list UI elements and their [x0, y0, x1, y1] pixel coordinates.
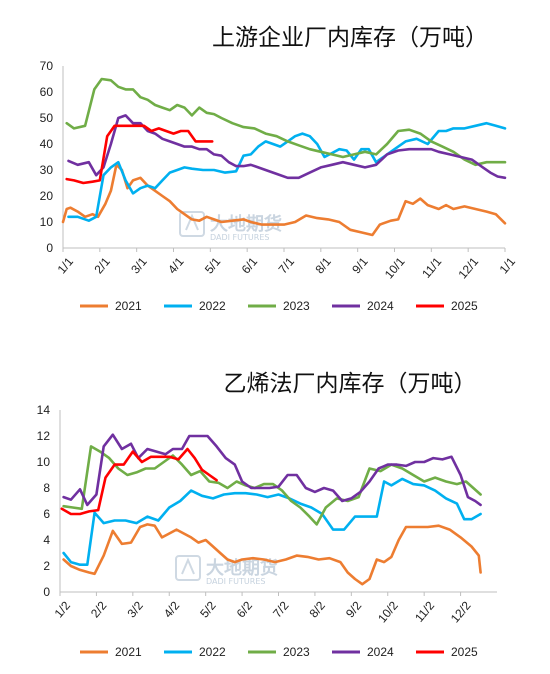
- x-tick-label: 9/1: [349, 254, 371, 276]
- x-tick-label: 10/2: [375, 598, 401, 625]
- watermark: 大地期货 DADI FUTURES: [179, 211, 282, 242]
- legend-label-2024: 2024: [367, 645, 394, 659]
- x-tick-label: 8/2: [307, 598, 329, 620]
- x-tick-label: 12/2: [448, 598, 474, 625]
- series-line-2025: [65, 124, 214, 185]
- x-tick-label: 2/1: [91, 254, 113, 276]
- y-tick-label: 10: [37, 455, 51, 469]
- legend-label-2024: 2024: [367, 299, 394, 313]
- x-tick-label: 6/2: [234, 598, 256, 620]
- y-tick-label: 14: [37, 403, 51, 417]
- series-line-2022: [67, 121, 507, 222]
- watermark: 大地期货 DADI FUTURES: [175, 555, 278, 586]
- y-tick-label: 10: [40, 215, 54, 229]
- x-tick-label: 3/1: [128, 254, 150, 276]
- series-line-2023: [65, 77, 507, 167]
- y-tick-label: 30: [40, 163, 54, 177]
- x-tick-label: 2/2: [88, 598, 110, 620]
- y-tick-label: 6: [43, 507, 50, 521]
- series-line-2024: [67, 114, 507, 180]
- chart-title: 上游企业厂内库存（万吨）: [212, 25, 488, 51]
- legend-label-2022: 2022: [199, 645, 226, 659]
- y-tick-label: 8: [43, 481, 50, 495]
- chart-panel-ethylene: 乙烯法厂内库存（万吨） 大地期货 DADI FUTURES 0 2 4 6 8 10 12 1…: [0, 350, 550, 674]
- x-tick-label: 11/1: [419, 254, 444, 280]
- y-tick-label: 4: [43, 533, 50, 547]
- y-tick-label: 2: [43, 559, 50, 573]
- legend-label-2022: 2022: [199, 299, 226, 313]
- legend-label-2021: 2021: [115, 299, 142, 313]
- x-tick-label: 1/1: [55, 254, 77, 276]
- svg-text:大地期货: 大地期货: [206, 557, 278, 579]
- x-tick-label: 1/1: [497, 254, 519, 276]
- chart-canvas: 大地期货 DADI FUTURES 0 2 4 6 8 10 12 14 1/2 2/2 3/2 4/…: [37, 403, 497, 659]
- legend-label-2025: 2025: [451, 645, 478, 659]
- x-tick-label: 8/1: [312, 254, 334, 276]
- x-tick-label: 9/2: [343, 598, 365, 620]
- x-tick-label: 12/1: [455, 254, 481, 281]
- x-tick-label: 11/2: [412, 598, 437, 624]
- y-tick-label: 0: [43, 585, 50, 599]
- legend-label-2023: 2023: [283, 645, 310, 659]
- x-tick-label: 10/1: [382, 254, 408, 281]
- y-tick-label: 20: [40, 189, 54, 203]
- y-tick-label: 70: [40, 59, 54, 73]
- x-tick-label: 7/1: [276, 254, 298, 276]
- series-line-2021: [62, 523, 482, 586]
- y-tick-label: 0: [46, 241, 53, 255]
- x-tick-label: 6/1: [239, 254, 261, 276]
- y-tick-label: 40: [40, 137, 54, 151]
- series-line-2024: [62, 433, 482, 507]
- x-tick-label: 4/2: [161, 598, 183, 620]
- x-tick-label: 5/1: [202, 254, 224, 276]
- y-tick-label: 50: [40, 111, 54, 125]
- y-tick-label: 60: [40, 85, 54, 99]
- series-line-2025: [60, 447, 218, 516]
- chart-canvas: 大地期货 DADI FUTURES 0 10 20 30 40 50 60 70 1/1 2/1 3…: [40, 59, 519, 313]
- legend-label-2021: 2021: [115, 645, 142, 659]
- chart-title: 乙烯法厂内库存（万吨）: [223, 371, 477, 397]
- x-tick-label: 1/2: [52, 598, 74, 620]
- svg-text:大地期货: 大地期货: [210, 213, 282, 235]
- series-line-2022: [62, 477, 482, 566]
- legend-label-2023: 2023: [283, 299, 310, 313]
- svg-text:DADI FUTURES: DADI FUTURES: [206, 577, 265, 586]
- svg-text:DADI FUTURES: DADI FUTURES: [210, 233, 269, 242]
- y-tick-label: 12: [37, 429, 51, 443]
- series-line-2023: [62, 445, 482, 526]
- series-line-2021: [61, 163, 507, 237]
- x-tick-label: 3/2: [124, 598, 146, 620]
- x-tick-label: 7/2: [270, 598, 292, 620]
- x-tick-label: 4/1: [165, 254, 187, 276]
- legend-label-2025: 2025: [451, 299, 478, 313]
- chart-panel-upstream: 上游企业厂内库存（万吨） 大地期货 DADI FUTURES 0 10 20 30 40…: [0, 0, 550, 330]
- x-tick-label: 5/2: [197, 598, 219, 620]
